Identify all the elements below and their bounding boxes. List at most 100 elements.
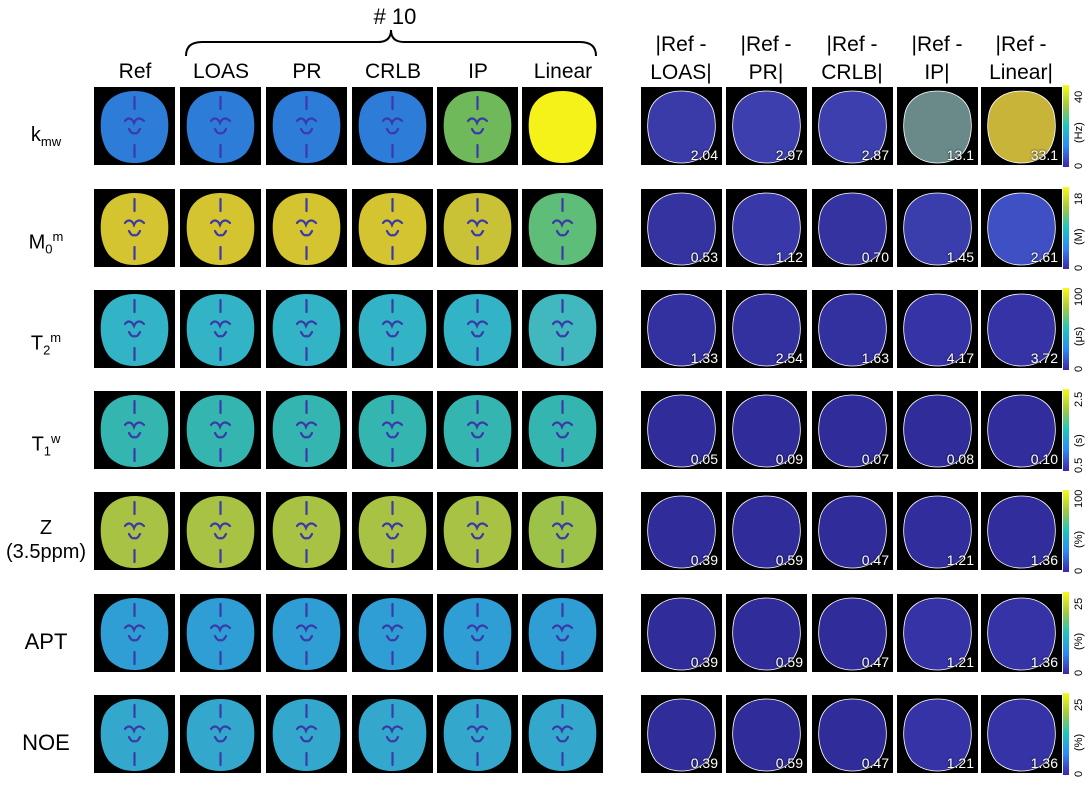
brain-image [272,91,341,163]
diff-tile: 0.39 [641,492,722,570]
map-tile [94,391,175,469]
diff-column-header-line: CRLB| [821,61,883,84]
diff-tile: 1.12 [726,189,807,267]
diff-value: 0.59 [775,654,803,670]
map-tile [352,391,433,469]
diff-column-header-line: |Ref - [655,33,707,56]
row-label-main: k [30,124,41,146]
brain-image [186,496,255,568]
map-tile [180,695,261,773]
brain-image [272,193,341,265]
diff-tile: 1.36 [981,492,1062,570]
brain-image [903,495,972,569]
brain-image [647,90,716,164]
row-label-main: APT [24,629,68,654]
colorbar [1063,490,1069,572]
diff-value: 1.36 [1030,654,1058,670]
map-tile [94,87,175,165]
diff-value: 1.45 [946,249,974,265]
brain-image [358,294,427,366]
brain-image [987,192,1056,266]
diff-column-header-line: |Ref - [740,33,792,56]
map-tile [437,391,518,469]
diff-value: 0.70 [861,249,889,265]
brain-image [732,90,801,164]
map-tile [522,594,603,672]
map-tile [266,391,347,469]
diff-tile: 0.07 [812,391,893,469]
colorbar-unit: (Hz) [1073,122,1085,143]
diff-tile: 0.39 [641,594,722,672]
diff-tile: 1.45 [897,189,978,267]
diff-tile: 2.61 [981,189,1062,267]
brain-image [443,598,512,670]
diff-tile: 0.39 [641,695,722,773]
diff-value: 0.59 [775,755,803,771]
diff-tile: 0.09 [726,391,807,469]
colorbar-max-label: 2.5 [1073,391,1085,407]
brain-image [100,193,169,265]
diff-tile: 1.33 [641,290,722,368]
diff-tile: 0.70 [812,189,893,267]
diff-tile: 1.36 [981,695,1062,773]
map-tile [266,290,347,368]
diff-tile: 2.54 [726,290,807,368]
diff-column-header-line: PR| [748,61,784,84]
diff-value: 0.08 [946,451,974,467]
diff-value: 0.59 [775,552,803,568]
map-tile [352,290,433,368]
brain-image [647,495,716,569]
diff-column-header: |Ref - IP| [895,31,979,87]
map-tile [180,87,261,165]
row-label-subscript: 2 [43,342,51,358]
colorbar [1063,85,1069,167]
map-tile [352,492,433,570]
brain-image [647,698,716,772]
brain-image [100,496,169,568]
brain-image [818,293,887,367]
diff-value: 2.61 [1030,249,1058,265]
diff-tile: 0.59 [726,492,807,570]
diff-value: 2.54 [775,350,803,366]
diff-column-header: |Ref - LOAS| [639,31,723,87]
diff-tile: 0.08 [897,391,978,469]
diff-tile: 1.21 [897,492,978,570]
map-tile [266,695,347,773]
diff-value: 1.21 [946,755,974,771]
brain-image [100,598,169,670]
diff-value: 0.05 [690,451,718,467]
diff-column-header-line: |Ref - [826,33,878,56]
brain-image [647,293,716,367]
row-label: kmw [0,123,92,154]
brain-image [987,394,1056,468]
brain-image [528,193,597,265]
brain-image [987,597,1056,671]
diff-tile: 1.63 [812,290,893,368]
brain-image [443,193,512,265]
diff-value: 1.21 [946,654,974,670]
brain-image [903,90,972,164]
diff-value: 0.47 [861,654,889,670]
colorbar-max-label: 40 [1073,90,1085,103]
column-header: Linear [533,60,593,83]
diff-value: 0.09 [775,451,803,467]
diff-column-header: |Ref - CRLB| [810,31,894,87]
brain-image [528,598,597,670]
map-tile [94,492,175,570]
colorbar-max-label: 100 [1073,489,1085,508]
map-tile [437,492,518,570]
map-tile [352,87,433,165]
row-label-main: T [30,332,44,355]
row-label-superscript: m [50,330,62,345]
diff-tile: 13.1 [897,87,978,165]
colorbar-unit: (%) [1073,632,1085,650]
map-tile [522,290,603,368]
diff-value: 1.33 [690,350,718,366]
brain-image [818,495,887,569]
map-tile [94,594,175,672]
map-tile [180,290,261,368]
brain-image [528,699,597,771]
map-tile [522,492,603,570]
row-label: Z (3.5ppm) [0,516,92,564]
map-tile [437,594,518,672]
